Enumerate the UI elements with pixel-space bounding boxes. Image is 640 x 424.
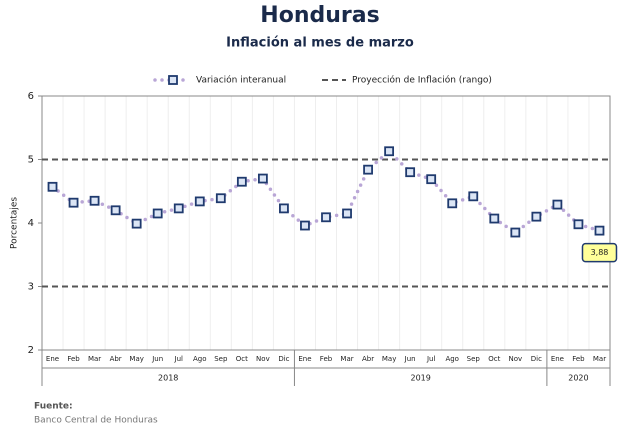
series-line bbox=[50, 148, 602, 235]
marker bbox=[447, 198, 458, 209]
marker bbox=[279, 203, 289, 214]
chart-title: Honduras bbox=[260, 3, 379, 28]
x-tick-label: Ago bbox=[445, 355, 459, 363]
marker bbox=[489, 213, 500, 224]
x-tick-label: May bbox=[382, 355, 396, 363]
marker bbox=[110, 205, 121, 216]
x-tick-label: Sep bbox=[214, 355, 228, 363]
x-tick-label: Abr bbox=[362, 355, 374, 363]
x-tick-label: May bbox=[129, 355, 143, 363]
marker bbox=[384, 146, 395, 157]
x-tick-label: Ago bbox=[193, 355, 207, 363]
x-tick-label: Dic bbox=[278, 355, 289, 363]
marker bbox=[552, 199, 563, 210]
marker bbox=[68, 197, 79, 208]
marker bbox=[342, 208, 352, 219]
x-tick-label: Jul bbox=[426, 355, 436, 363]
marker bbox=[594, 225, 605, 236]
group-label: 2020 bbox=[568, 374, 588, 383]
marker bbox=[152, 208, 163, 219]
x-tick-label: Dic bbox=[531, 355, 542, 363]
marker bbox=[300, 220, 310, 231]
chart-subtitle: Inflación al mes de marzo bbox=[226, 36, 414, 51]
legend-marker bbox=[168, 75, 178, 85]
x-tick-label: Nov bbox=[508, 355, 522, 363]
legend-label: Proyección de Inflación (rango) bbox=[352, 75, 492, 86]
y-tick-label: 2 bbox=[28, 345, 34, 356]
y-tick-label: 6 bbox=[28, 91, 34, 102]
x-tick-label: Mar bbox=[88, 355, 101, 363]
marker bbox=[194, 196, 205, 207]
y-tick-label: 3 bbox=[28, 282, 34, 293]
marker bbox=[405, 167, 416, 178]
x-tick-label: Jul bbox=[174, 355, 184, 363]
x-tick-label: Jun bbox=[151, 355, 163, 363]
x-tick-label: Oct bbox=[236, 355, 248, 363]
x-tick-label: Oct bbox=[488, 355, 500, 363]
marker bbox=[531, 211, 542, 222]
marker bbox=[363, 164, 373, 175]
x-tick-label: Ene bbox=[551, 355, 564, 363]
group-label: 2019 bbox=[410, 374, 430, 383]
marker bbox=[257, 173, 268, 184]
x-tick-label: Sep bbox=[467, 355, 481, 363]
marker bbox=[426, 174, 437, 185]
marker bbox=[510, 227, 521, 238]
marker bbox=[321, 212, 331, 223]
group-label: 2018 bbox=[158, 374, 178, 383]
marker bbox=[89, 195, 100, 206]
source-title: Fuente: bbox=[34, 402, 73, 412]
plot-frame bbox=[41, 95, 611, 351]
legend-label: Variación interanual bbox=[196, 75, 286, 86]
marker bbox=[573, 219, 584, 230]
x-tick-label: Jun bbox=[404, 355, 416, 363]
marker bbox=[215, 193, 226, 204]
marker bbox=[47, 181, 58, 192]
x-tick-label: Feb bbox=[67, 355, 80, 363]
x-tick-label: Feb bbox=[572, 355, 585, 363]
y-tick-label: 4 bbox=[28, 218, 34, 229]
source: Banco Central de Honduras bbox=[34, 416, 158, 424]
x-tick-label: Mar bbox=[593, 355, 606, 363]
y-tick-label: 5 bbox=[28, 155, 34, 166]
marker bbox=[236, 176, 247, 187]
y-axis-label: Porcentajes bbox=[10, 197, 20, 249]
x-tick-label: Ene bbox=[46, 355, 59, 363]
x-tick-label: Ene bbox=[298, 355, 311, 363]
x-tick-label: Nov bbox=[256, 355, 270, 363]
marker bbox=[131, 218, 142, 229]
value-label-box bbox=[581, 242, 618, 263]
x-tick-label: Abr bbox=[110, 355, 122, 363]
x-tick-label: Feb bbox=[320, 355, 333, 363]
marker bbox=[468, 191, 479, 202]
marker bbox=[173, 203, 184, 214]
x-tick-label: Mar bbox=[340, 355, 353, 363]
value-label: 3,88 bbox=[591, 248, 609, 257]
